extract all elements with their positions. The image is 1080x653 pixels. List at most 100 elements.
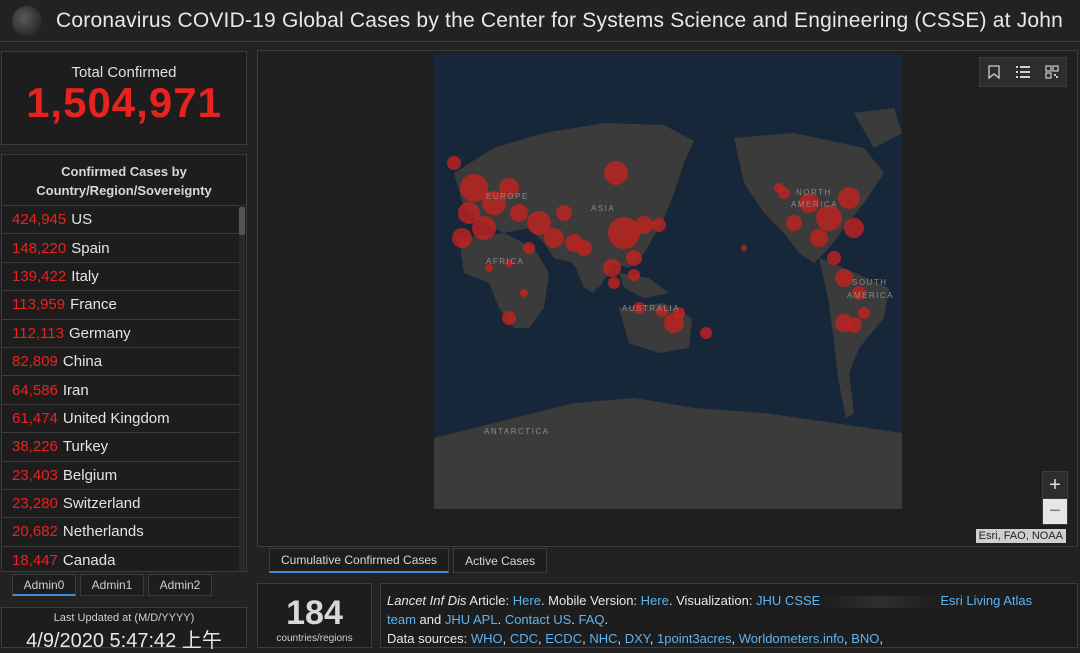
case-bubble [626, 250, 642, 266]
list-item[interactable]: 424,945 US [2, 205, 241, 233]
tab-admin0[interactable]: Admin0 [12, 574, 76, 596]
team-link[interactable]: team [387, 612, 416, 627]
source-link-cdc[interactable]: CDC [509, 631, 539, 646]
source-link-1point3acres[interactable]: 1point3acres [657, 631, 732, 646]
list-item[interactable]: 82,809 China [2, 346, 241, 375]
source-link-worldometers[interactable]: Worldometers.info [738, 631, 844, 646]
case-count: 38,226 [12, 438, 58, 456]
zoom-out-button[interactable]: − [1043, 498, 1067, 524]
blurred-text [820, 595, 941, 608]
case-bubble [603, 259, 621, 277]
case-bubble [458, 202, 480, 224]
country-list[interactable]: 424,945 US 148,220 Spain 139,422 Italy 113,… [2, 205, 241, 571]
map-attribution: Esri, FAO, NOAA [975, 529, 1066, 543]
country-name: Italy [71, 267, 99, 285]
case-bubble [635, 216, 653, 234]
map-label-australia: AUSTRALIA [622, 304, 680, 313]
map-label-europe: EUROPE [486, 192, 529, 201]
last-updated-panel: Last Updated at (M/D/YYYY) 4/9/2020 5:47… [1, 607, 247, 652]
data-sources-label: Data sources: [387, 631, 471, 646]
source-link-who[interactable]: WHO [470, 631, 503, 646]
case-count: 112,113 [12, 324, 64, 342]
case-count: 18,447 [12, 551, 58, 569]
map-label-asia: ASIA [591, 204, 615, 213]
case-bubble [608, 217, 640, 249]
case-bubble [544, 228, 564, 248]
case-bubble [835, 269, 853, 287]
source-link-dxy[interactable]: DXY [624, 631, 650, 646]
mobile-version-link[interactable]: Here [640, 593, 669, 608]
case-count: 61,474 [12, 409, 58, 427]
faq-link[interactable]: FAQ [578, 612, 605, 627]
case-bubble [482, 191, 506, 215]
case-count: 424,945 [12, 211, 67, 229]
country-list-scrollbar[interactable] [239, 205, 245, 571]
case-bubble [447, 156, 461, 170]
tab-cumulative-confirmed[interactable]: Cumulative Confirmed Cases [269, 548, 450, 573]
tab-admin1[interactable]: Admin1 [80, 574, 144, 596]
admin-level-tabs: Admin0 Admin1 Admin2 [12, 574, 212, 596]
case-bubble [844, 218, 864, 238]
article-link[interactable]: Here [512, 593, 541, 608]
list-item[interactable]: 113,959 France [2, 290, 241, 318]
country-name: Netherlands [62, 523, 144, 541]
contact-us-link[interactable]: Contact US [504, 612, 572, 627]
jhu-apl-link[interactable]: JHU APL [444, 612, 498, 627]
case-bubble [852, 286, 866, 300]
list-item[interactable]: 139,422 Italy [2, 261, 241, 290]
info-line-2: team and JHU APL. Contact US. FAQ. [387, 612, 609, 627]
list-item[interactable]: 61,474 United Kingdom [2, 403, 241, 432]
landmass-eurasia [454, 123, 694, 288]
case-bubble [523, 242, 535, 254]
source-link-bno[interactable]: BNO [851, 631, 880, 646]
list-item[interactable]: 148,220 Spain [2, 233, 241, 261]
source-link-ecdc[interactable]: ECDC [545, 631, 583, 646]
case-bubble [472, 216, 496, 240]
source-link-nhc[interactable]: NHC [589, 631, 618, 646]
list-item[interactable]: 64,586 Iran [2, 375, 241, 403]
list-item[interactable]: 20,682 Netherlands [2, 517, 241, 545]
case-bubble [604, 161, 628, 185]
list-item[interactable]: 112,113 Germany [2, 318, 241, 347]
landmass-south-america [819, 258, 889, 418]
case-bubble [799, 193, 819, 213]
info-text: . Visualization: [668, 593, 757, 608]
list-icon[interactable] [1013, 62, 1033, 82]
scrollbar-thumb[interactable] [239, 207, 245, 235]
tab-admin2[interactable]: Admin2 [148, 574, 212, 596]
case-bubble [673, 307, 685, 319]
case-bubble [485, 264, 493, 272]
countries-count-label: countries/regions [276, 633, 353, 644]
case-bubble [556, 205, 572, 221]
list-item[interactable]: 23,403 Belgium [2, 460, 241, 489]
case-count: 64,586 [12, 381, 58, 399]
countries-count-value: 184 [286, 594, 343, 632]
jhu-csse-link[interactable]: JHU CSSE [756, 593, 821, 608]
case-bubble [810, 229, 828, 247]
case-count: 148,220 [12, 239, 67, 257]
case-bubble [786, 215, 802, 231]
world-map-canvas: EUROPE ASIA AFRICA AUSTRALIA NORTH AMERI… [434, 53, 902, 509]
info-panel: Lancet Inf Dis Article: Here. Mobile Ver… [380, 583, 1078, 648]
qr-code-icon[interactable] [1042, 62, 1062, 82]
landmass-antarctica [434, 398, 902, 509]
bookmark-icon[interactable] [984, 62, 1004, 82]
case-bubble [608, 277, 620, 289]
case-bubble [628, 269, 640, 281]
list-item[interactable]: 38,226 Turkey [2, 432, 241, 460]
tab-active-cases[interactable]: Active Cases [453, 548, 548, 573]
world-map[interactable]: EUROPE ASIA AFRICA AUSTRALIA NORTH AMERI… [434, 53, 902, 509]
country-name: Belgium [62, 466, 118, 484]
map-labels: EUROPE ASIA AFRICA AUSTRALIA NORTH AMERI… [484, 188, 892, 436]
case-count: 82,809 [12, 353, 58, 371]
map-panel: EUROPE ASIA AFRICA AUSTRALIA NORTH AMERI… [257, 50, 1078, 547]
case-bubble [774, 183, 784, 193]
case-bubble [652, 218, 666, 232]
case-bubble [858, 307, 870, 319]
case-count: 23,280 [12, 495, 58, 513]
map-label-south-america-1: SOUTH [852, 278, 888, 287]
esri-living-atlas-link[interactable]: Esri Living Atlas [940, 593, 1033, 608]
zoom-in-button[interactable]: + [1049, 473, 1061, 496]
list-item[interactable]: 23,280 Switzerland [2, 488, 241, 517]
list-item[interactable]: 18,447 Canada [2, 545, 241, 571]
